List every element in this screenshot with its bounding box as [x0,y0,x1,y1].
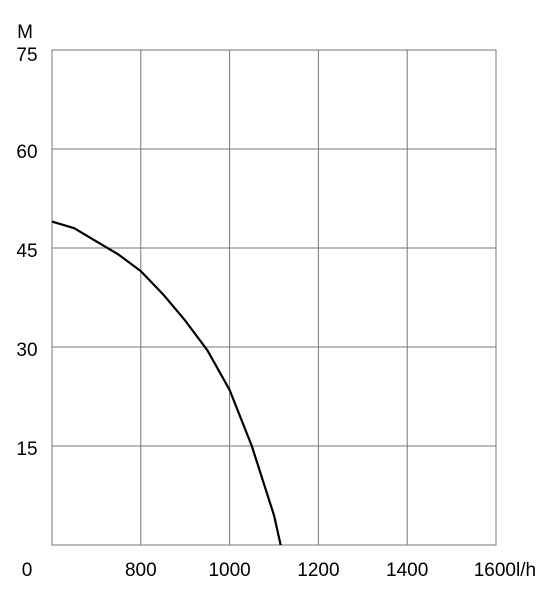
y-tick-label: 75 [16,45,37,66]
y-tick-label: 60 [16,142,37,163]
x-tick-label: 1400 [386,560,428,581]
x-tick-label: 800 [125,560,157,581]
y-tick-label: 15 [16,439,37,460]
y-axis-label: M [17,22,33,43]
y-tick-label: 0 [22,560,33,581]
x-axis-label: l/h [516,560,536,581]
x-tick-label: 1000 [208,560,250,581]
plot-frame [51,49,497,546]
x-tick-label: 1600 [474,560,516,581]
x-tick-label: 1200 [297,560,339,581]
y-tick-label: 45 [16,241,37,262]
y-tick-label: 30 [16,340,37,361]
line [51,220,282,546]
